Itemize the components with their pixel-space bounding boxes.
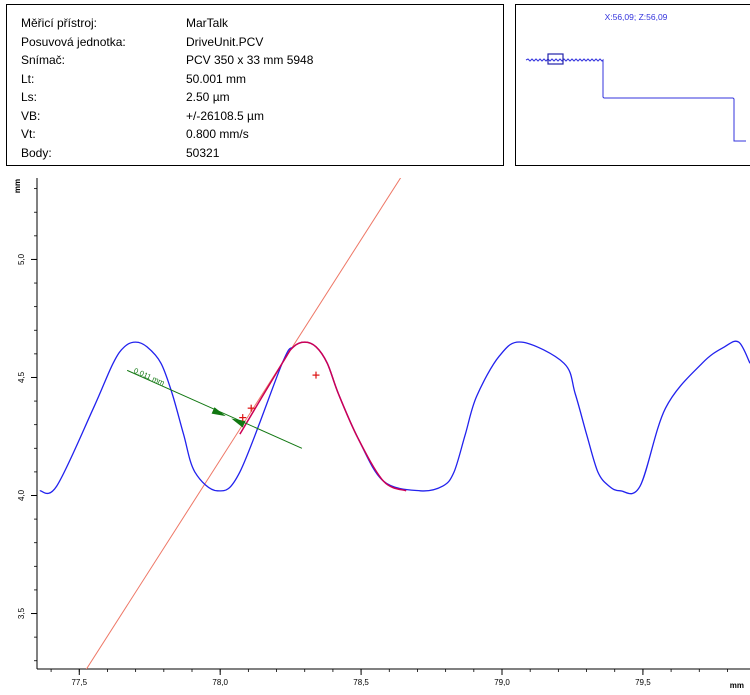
profile-overview-panel[interactable]: X:56,09; Z:56,09	[515, 4, 750, 166]
x-axis-tick-label: 78,0	[212, 678, 228, 687]
distance-arrow-head-end	[231, 418, 246, 428]
info-row-label: Body:	[21, 145, 52, 160]
info-row-value: +/-26108.5 µm	[186, 108, 264, 123]
x-axis-tick-label: 78,5	[353, 678, 369, 687]
info-row-label: Vt:	[21, 127, 36, 141]
x-axis-tick-label: 79,0	[494, 678, 510, 687]
info-row-value: 2.50 µm	[186, 90, 230, 104]
highlighted-profile-segment	[239, 341, 407, 492]
info-row-label: VB:	[21, 108, 41, 123]
y-axis-tick-label: 4,0	[17, 489, 26, 501]
info-row-value: MarTalk	[186, 16, 229, 30]
point-marker	[312, 371, 320, 379]
distance-label: 0.011 mm	[132, 366, 166, 388]
x-axis-tick-label: 77,5	[71, 678, 87, 687]
info-row-label: Posuvová jednotka:	[21, 34, 126, 49]
y-axis-tick-label: 5,0	[17, 253, 26, 265]
point-marker	[247, 404, 255, 412]
info-row-label: Lt:	[21, 71, 35, 86]
info-row-value: 50321	[186, 145, 220, 160]
info-row-value: 0.800 mm/s	[186, 127, 249, 141]
measurement-info-panel: Měřicí přístroj: MarTalk Posuvová jednotka…	[6, 4, 504, 166]
point-marker	[239, 414, 247, 422]
y-axis-unit-label: mm	[13, 179, 22, 193]
x-axis-unit-label: mm	[730, 681, 744, 690]
info-row-label: Ls:	[21, 90, 38, 104]
info-row-label: Měřicí přístroj:	[21, 16, 98, 30]
y-axis-tick-label: 3,5	[17, 607, 26, 619]
info-row-value: DriveUnit.PCV	[186, 34, 264, 49]
info-row-value: 50.001 mm	[186, 71, 247, 86]
info-row-label: Snímač:	[21, 53, 66, 67]
overview-viewport-frame[interactable]	[547, 53, 564, 65]
profile-line	[39, 340, 750, 495]
overview-svg: X:56,09; Z:56,09	[525, 12, 746, 142]
overview-coordinate-readout: X:56,09; Z:56,09	[605, 12, 668, 22]
overview-profile-line	[525, 58, 746, 142]
profile-chart[interactable]: mm mm 77,5 78,0 78,5 79,0 79,5 3,5 4,0 4,5 5,0 0.…	[0, 172, 750, 695]
x-axis-tick-label: 79,5	[635, 678, 651, 687]
info-row-value: PCV 350 x 33 mm 5948	[186, 53, 314, 67]
y-axis-tick-label: 4,5	[17, 371, 26, 383]
distance-arrow-head-start	[211, 407, 226, 417]
